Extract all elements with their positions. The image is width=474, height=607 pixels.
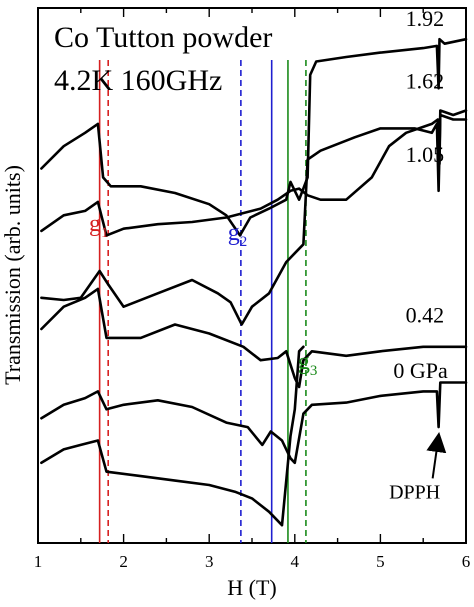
pressure-label: 1.05	[406, 142, 445, 167]
g-label-2: g2	[228, 220, 248, 250]
dpph-arrow	[426, 432, 447, 479]
x-axis-label: H (T)	[227, 575, 276, 600]
g-factor-lines	[98, 60, 307, 543]
chart-title-line-1: Co Tutton powder	[54, 21, 272, 54]
pressure-label: 1.92	[406, 6, 445, 31]
spectra-traces	[40, 37, 468, 527]
pressure-label: 0 GPa	[393, 358, 448, 383]
dpph-annotation: DPPH	[389, 481, 440, 503]
trace-3	[40, 113, 468, 326]
g-label-3: g3	[298, 349, 318, 379]
x-tick-label: 4	[291, 552, 300, 571]
pressure-label: 0.42	[406, 302, 445, 327]
chart-title-line-2: 4.2K 160GHz	[54, 64, 222, 97]
pressure-labels: 1.92 1.62 1.05 0.42 0 GPa	[393, 6, 448, 383]
trace-2	[40, 109, 468, 237]
trace-5	[40, 381, 468, 465]
x-tick-labels: 1 2 3 4 5 6	[34, 552, 471, 571]
g-label-1: g1	[89, 211, 109, 241]
pressure-label: 1.62	[406, 68, 445, 93]
trace-4	[40, 287, 468, 389]
trace-1	[40, 37, 468, 237]
x-tick-label: 5	[376, 552, 385, 571]
x-tick-label: 3	[205, 552, 214, 571]
x-tick-label: 2	[119, 552, 128, 571]
y-axis-label: Transmission (arb. units)	[0, 165, 25, 385]
x-tick-label: 6	[462, 552, 471, 571]
g-factor-labels: g1 g2 g3	[89, 211, 317, 379]
trace-6	[40, 345, 305, 527]
x-axis-ticks	[37, 8, 467, 543]
x-tick-label: 1	[34, 552, 43, 571]
